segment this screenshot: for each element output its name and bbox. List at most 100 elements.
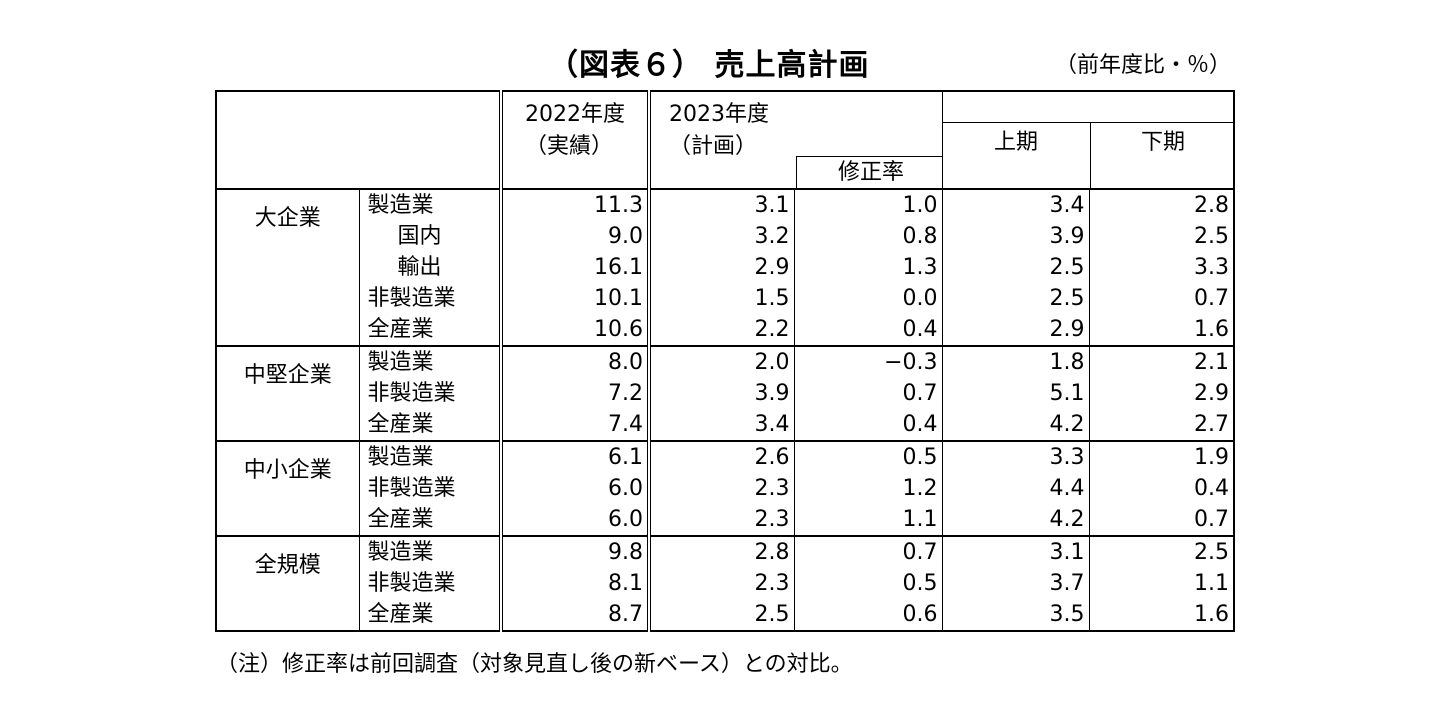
value-second-half: 2.7 [1088, 409, 1235, 441]
value-first-half: 4.2 [941, 504, 1089, 536]
value-revision: 0.4 [793, 409, 942, 441]
value-second-half: 0.7 [1088, 504, 1235, 536]
fy2022-sublabel: （実績） [525, 134, 614, 159]
value-fy2023: 1.5 [647, 283, 794, 314]
value-fy2023: 2.6 [647, 440, 794, 473]
table-row: 国内 9.0 3.2 0.8 3.9 2.5 [216, 221, 1235, 252]
value-revision: 0.5 [793, 440, 942, 473]
value-second-half: 1.6 [1088, 599, 1235, 632]
value-second-half: 1.6 [1088, 314, 1235, 346]
header-blank-cell [215, 90, 501, 190]
value-fy2023: 3.1 [647, 189, 794, 221]
value-second-half: 2.9 [1088, 378, 1235, 409]
table-row: 中小企業 製造業 6.1 2.6 0.5 3.3 1.9 [215, 440, 1235, 536]
value-second-half: 0.7 [1088, 283, 1235, 314]
value-second-half: 0.4 [1088, 473, 1235, 504]
fy2023-label: 2023年度 [669, 102, 769, 127]
value-revision: 0.4 [793, 314, 942, 346]
value-fy2023: 3.4 [647, 409, 794, 441]
header-halves: 上期 下期 [941, 90, 1235, 190]
value-fy2022: 10.6 [499, 314, 649, 346]
value-first-half: 3.9 [941, 221, 1089, 252]
value-first-half: 4.4 [941, 473, 1089, 504]
value-fy2022: 6.0 [499, 473, 649, 504]
first-half-header: 上期 [993, 130, 1038, 155]
company-size-label: 全規模 [215, 535, 359, 632]
value-revision: 1.0 [793, 189, 942, 221]
table-row: 輸出 16.1 2.9 1.3 2.5 3.3 [216, 252, 1235, 283]
table-row: 全産業 10.6 2.2 0.4 2.9 1.6 [216, 314, 1235, 346]
value-first-half: 5.1 [941, 378, 1089, 409]
unit-label: （前年度比・％） [1055, 53, 1232, 78]
fy2023-sublabel: （計画） [669, 134, 758, 159]
table-row: 大企業 製造業 11.3 3.1 1.0 3.4 2.8 [215, 189, 1235, 346]
industry-label: 製造業 [358, 345, 501, 378]
value-fy2022: 9.0 [499, 221, 649, 252]
industry-label: 製造業 [358, 440, 501, 473]
value-first-half: 3.1 [941, 535, 1089, 568]
table-row: 非製造業 7.2 3.9 0.7 5.1 2.9 [216, 378, 1235, 409]
value-second-half: 2.1 [1088, 345, 1235, 378]
industry-label: 全産業 [358, 504, 501, 536]
table-row: 中堅企業 製造業 8.0 2.0 −0.3 1.8 2.1 [215, 345, 1235, 441]
value-revision: 1.1 [793, 504, 942, 536]
value-first-half: 4.2 [941, 409, 1089, 441]
value-revision: 0.0 [793, 283, 942, 314]
value-fy2023: 2.0 [647, 345, 794, 378]
table-row: 非製造業 10.1 1.5 0.0 2.5 0.7 [216, 283, 1235, 314]
value-first-half: 1.8 [941, 345, 1089, 378]
table-row: 全産業 8.7 2.5 0.6 3.5 1.6 [216, 599, 1235, 632]
value-fy2023: 2.3 [647, 568, 794, 599]
value-second-half: 2.5 [1088, 221, 1235, 252]
header-fy2022: 2022年度 （実績） [499, 90, 649, 190]
value-fy2023: 2.5 [647, 599, 794, 632]
industry-label: 輸出 [358, 252, 501, 283]
industry-label: 全産業 [358, 314, 501, 346]
value-second-half: 1.1 [1088, 568, 1235, 599]
industry-label: 国内 [358, 221, 501, 252]
value-fy2022: 8.7 [499, 599, 649, 632]
value-fy2022: 8.1 [499, 568, 649, 599]
industry-label: 全産業 [358, 599, 501, 632]
table-row: 全産業 7.4 3.4 0.4 4.2 2.7 [216, 409, 1235, 441]
table-row: 全産業 6.0 2.3 1.1 4.2 0.7 [216, 504, 1235, 536]
value-fy2022: 16.1 [499, 252, 649, 283]
value-first-half: 3.5 [941, 599, 1089, 632]
value-first-half: 3.4 [941, 189, 1089, 221]
second-half-header: 下期 [1089, 123, 1233, 187]
industry-label: 全産業 [358, 409, 501, 441]
value-fy2022: 7.2 [499, 378, 649, 409]
company-size-label: 大企業 [215, 189, 359, 346]
value-first-half: 2.5 [941, 252, 1089, 283]
value-fy2022: 11.3 [499, 189, 649, 221]
value-first-half: 3.7 [941, 568, 1089, 599]
value-fy2022: 9.8 [499, 535, 649, 568]
company-size-label: 中堅企業 [215, 345, 359, 441]
value-fy2023: 2.3 [647, 473, 794, 504]
value-revision: 0.5 [793, 568, 942, 599]
industry-label: 非製造業 [358, 568, 501, 599]
value-fy2022: 6.1 [499, 440, 649, 473]
value-fy2023: 2.8 [647, 535, 794, 568]
industry-label: 非製造業 [358, 283, 501, 314]
fy2022-label: 2022年度 [525, 102, 625, 127]
header-row: 2022年度 （実績） 2023年度 （計画） 修正率 上期 下期 [215, 90, 1235, 190]
value-fy2023: 3.9 [647, 378, 794, 409]
industry-label: 非製造業 [358, 473, 501, 504]
footnote: （注）修正率は前回調査（対象見直し後の新ベース）との対比。 [216, 652, 853, 677]
value-fy2023: 2.9 [647, 252, 794, 283]
value-first-half: 2.5 [941, 283, 1089, 314]
value-second-half: 2.8 [1088, 189, 1235, 221]
value-revision: −0.3 [793, 345, 942, 378]
value-fy2022: 6.0 [499, 504, 649, 536]
value-revision: 0.6 [793, 599, 942, 632]
header-fy2023: 2023年度 （計画） 修正率 [647, 90, 942, 190]
industry-label: 非製造業 [358, 378, 501, 409]
table-row: 非製造業 8.1 2.3 0.5 3.7 1.1 [216, 568, 1235, 599]
value-fy2022: 10.1 [499, 283, 649, 314]
industry-label: 製造業 [358, 189, 501, 221]
value-second-half: 1.9 [1088, 440, 1235, 473]
value-revision: 1.2 [793, 473, 942, 504]
value-revision: 0.7 [793, 378, 942, 409]
value-first-half: 2.9 [941, 314, 1089, 346]
